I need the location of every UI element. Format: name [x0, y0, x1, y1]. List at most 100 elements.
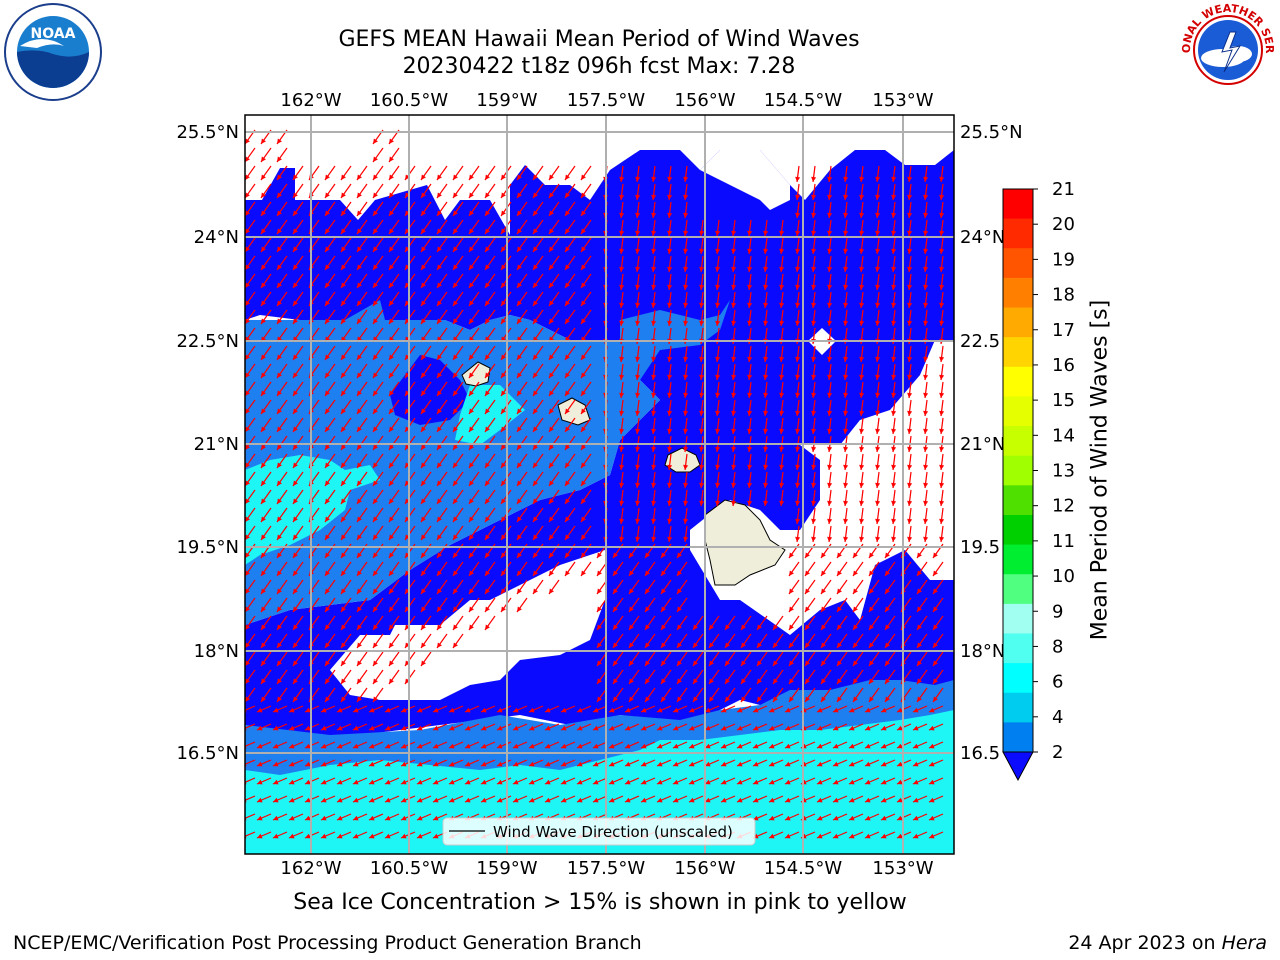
wind-arrow-head	[849, 815, 855, 821]
wind-arrow-head	[357, 282, 362, 288]
wind-arrow-head	[939, 320, 945, 326]
wind-arrow-head	[897, 779, 903, 785]
wind-arrow-head	[421, 408, 426, 414]
wind-arrow-head	[651, 518, 657, 524]
wind-arrow-head	[325, 426, 330, 432]
wind-arrow-head	[321, 779, 327, 785]
wind-arrow-head	[533, 498, 538, 504]
wind-arrow-head	[897, 707, 903, 713]
wind-arrow-head	[741, 624, 746, 630]
wind-arrow	[245, 813, 256, 819]
wind-arrow-head	[357, 300, 362, 306]
wind-arrow-head	[689, 725, 695, 731]
colorbar-tick-label: 13	[1052, 461, 1075, 482]
wind-arrow-head	[657, 761, 663, 767]
wind-arrow-head	[683, 194, 689, 200]
wind-arrow-head	[469, 318, 474, 324]
wind-arrow-head	[881, 761, 887, 767]
wind-arrow-head	[843, 302, 849, 308]
wind-arrow-head	[731, 356, 737, 362]
wind-arrow-head	[357, 318, 362, 324]
wind-arrow-head	[341, 426, 346, 432]
wind-arrow-head	[715, 248, 721, 254]
wind-arrow-head	[421, 318, 426, 324]
wind-arrow-head	[373, 282, 378, 288]
wind-arrow-head	[843, 392, 849, 398]
wind-arrow-head	[715, 464, 721, 470]
wind-arrow-head	[731, 302, 737, 308]
wind-arrow-head	[843, 410, 849, 416]
wind-arrow-head	[933, 696, 938, 702]
wind-arrow-head	[357, 642, 362, 648]
wind-arrow-head	[805, 696, 810, 702]
wind-arrow-head	[811, 464, 817, 470]
wind-arrow-head	[907, 194, 913, 200]
wind-arrow-head	[529, 743, 535, 749]
wind-arrow-head	[763, 392, 769, 398]
wind-arrow-head	[341, 282, 346, 288]
wind-arrow-head	[875, 428, 881, 434]
wind-arrow-head	[245, 174, 250, 180]
wind-arrow-head	[545, 725, 551, 731]
wind-arrow-head	[805, 624, 810, 630]
wind-arrow-head	[245, 192, 250, 198]
wind-arrow-head	[747, 320, 753, 326]
wind-arrow-head	[257, 779, 263, 785]
wind-arrow-head	[709, 696, 714, 702]
wind-arrow-head	[437, 390, 442, 396]
wind-arrow-head	[859, 410, 865, 416]
wind-arrow-head	[373, 516, 378, 522]
wind-arrow-head	[885, 642, 890, 648]
wind-arrow-head	[405, 552, 410, 558]
wind-arrow-head	[373, 156, 378, 162]
wind-arrow-head	[433, 725, 439, 731]
wind-arrow-head	[293, 660, 298, 666]
wind-arrow-head	[325, 534, 330, 540]
wind-arrow-head	[747, 446, 753, 452]
wind-arrow-head	[341, 246, 346, 252]
wind-arrow-head	[939, 284, 945, 290]
wind-arrow-head	[549, 390, 554, 396]
wind-arrow-head	[853, 624, 858, 630]
wind-arrow-head	[305, 797, 311, 803]
wind-arrow-head	[485, 408, 490, 414]
wind-arrow-head	[357, 606, 362, 612]
wind-arrow-head	[885, 624, 890, 630]
wind-arrow-head	[277, 174, 282, 180]
wind-arrow-head	[341, 660, 346, 666]
wind-arrow-head	[501, 210, 506, 216]
wind-arrow-head	[417, 815, 423, 821]
wind-arrow-head	[859, 176, 865, 182]
wind-arrow-head	[273, 833, 279, 839]
wind-arrow-head	[923, 356, 929, 362]
wind-arrow-head	[747, 464, 753, 470]
map-frame	[244, 114, 955, 855]
wind-arrow-head	[405, 678, 410, 684]
wind-arrow-head	[357, 462, 362, 468]
wind-arrow-head	[705, 797, 711, 803]
wind-arrow-head	[763, 230, 769, 236]
wind-arrow-head	[721, 761, 727, 767]
wind-arrow-head	[401, 833, 407, 839]
footer-date: 24 Apr 2023 on Hera	[1068, 932, 1267, 954]
wind-arrow-head	[373, 426, 378, 432]
wind-arrow-head	[293, 246, 298, 252]
wind-arrow-head	[565, 192, 570, 198]
wind-arrow-head	[619, 500, 625, 506]
wind-arrow-head	[869, 660, 874, 666]
lat-tick-left: 19.5°N	[176, 537, 239, 558]
wind-arrow-head	[373, 678, 378, 684]
wind-arrow-head	[923, 374, 929, 380]
wind-arrow-head	[933, 624, 938, 630]
wind-arrow-head	[325, 300, 330, 306]
wind-arrow-head	[613, 678, 618, 684]
wind-arrow-head	[341, 606, 346, 612]
wind-arrow-head	[635, 212, 641, 218]
wind-arrow-head	[939, 374, 945, 380]
wind-arrow-head	[785, 707, 791, 713]
wind-arrow-head	[747, 284, 753, 290]
wind-arrow-head	[353, 743, 359, 749]
wind-arrow-head	[821, 624, 826, 630]
wind-arrow-head	[481, 797, 487, 803]
wind-arrow-head	[843, 518, 849, 524]
